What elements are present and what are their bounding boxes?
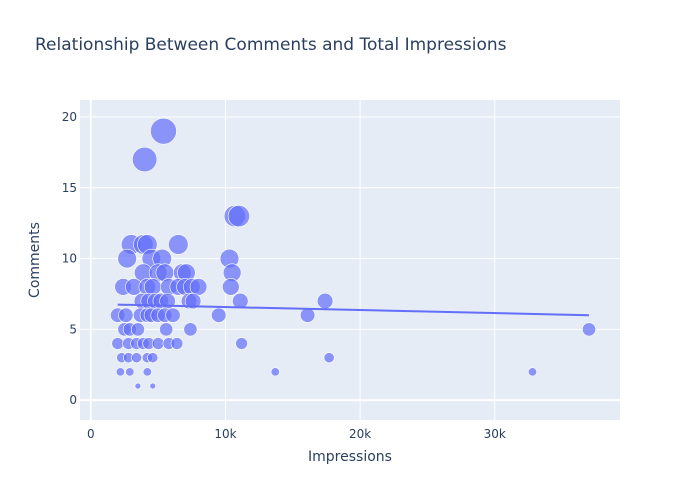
y-tick-label: 0 xyxy=(69,393,77,407)
data-point xyxy=(143,278,162,296)
data-point xyxy=(115,367,125,377)
data-point xyxy=(147,352,159,364)
x-axis-label: Impressions xyxy=(308,449,392,465)
data-point xyxy=(222,278,240,296)
data-point xyxy=(232,292,249,310)
y-tick-label: 15 xyxy=(62,181,77,195)
data-point xyxy=(189,278,208,296)
data-point xyxy=(270,367,280,377)
data-point xyxy=(151,337,165,350)
data-point xyxy=(142,367,152,377)
data-point xyxy=(118,307,134,323)
chart-title: Relationship Between Comments and Total … xyxy=(35,35,507,55)
data-point xyxy=(168,234,189,255)
y-axis-ticks: 0 5 10 15 20 xyxy=(62,110,77,407)
y-tick-label: 10 xyxy=(62,252,77,266)
data-point xyxy=(117,248,137,269)
x-tick-label: 30k xyxy=(484,427,506,441)
data-point xyxy=(211,307,227,323)
y-tick-label: 5 xyxy=(69,322,77,336)
data-point xyxy=(132,146,158,173)
data-point xyxy=(184,292,202,310)
data-point xyxy=(149,382,156,390)
trendline xyxy=(117,303,590,317)
data-point xyxy=(299,307,316,323)
data-point xyxy=(323,352,335,364)
data-point xyxy=(131,352,143,364)
data-point xyxy=(170,337,184,350)
data-point xyxy=(111,337,124,350)
data-point xyxy=(150,117,177,145)
data-point xyxy=(159,322,174,337)
y-axis-label: Comments xyxy=(27,222,43,298)
x-axis-ticks: 0 10k 20k 30k xyxy=(87,427,506,441)
data-point xyxy=(235,337,248,350)
data-point xyxy=(130,322,145,337)
data-point xyxy=(183,322,198,337)
data-point xyxy=(125,367,135,377)
x-tick-label: 0 xyxy=(87,427,95,441)
x-tick-label: 20k xyxy=(349,427,371,441)
data-point xyxy=(134,382,142,390)
x-tick-label: 10k xyxy=(214,427,236,441)
data-point xyxy=(227,205,250,228)
data-point xyxy=(316,292,334,310)
y-tick-label: 20 xyxy=(62,110,77,124)
data-point xyxy=(582,322,596,337)
data-point xyxy=(165,307,181,323)
data-point xyxy=(527,367,537,377)
